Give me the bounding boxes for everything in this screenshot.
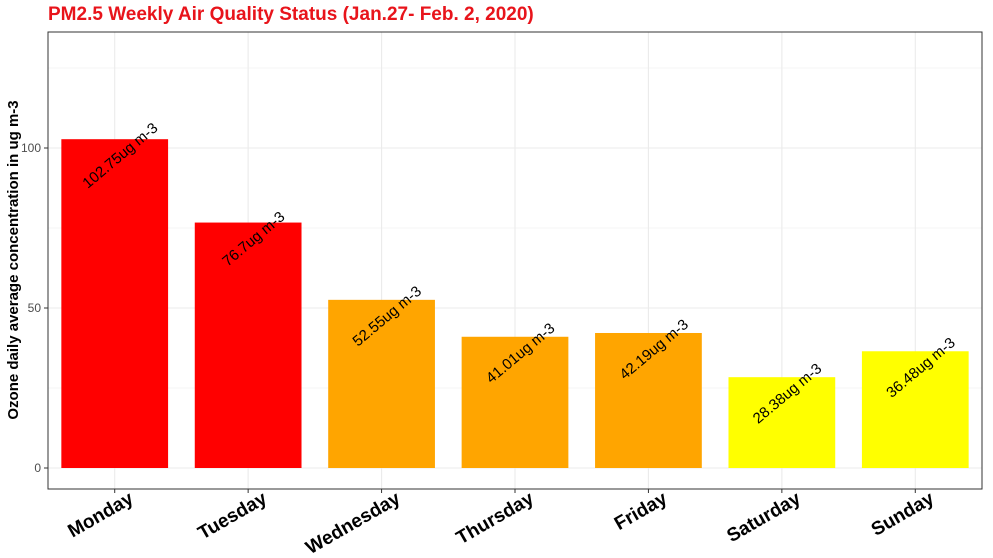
y-axis-title: Ozone daily average concentration in ug …: [5, 100, 22, 419]
x-tick-label-thursday: Thursday: [453, 488, 538, 549]
x-tick-label-wednesday: Wednesday: [302, 488, 404, 558]
y-tick-label: 0: [34, 461, 41, 475]
chart-title: PM2.5 Weekly Air Quality Status (Jan.27-…: [48, 4, 534, 25]
x-tick-label-sunday: Sunday: [868, 488, 938, 541]
y-tick-label: 100: [21, 141, 41, 155]
x-tick-label-saturday: Saturday: [723, 488, 804, 547]
y-axis: 0 50 100: [21, 141, 48, 475]
bar-friday: [595, 332, 702, 468]
y-tick-label: 50: [28, 301, 42, 315]
bar-sunday: [861, 351, 969, 468]
x-axis: Monday Tuesday Wednesday Thursday Friday Satu…: [65, 488, 939, 558]
bar-monday: [61, 139, 169, 468]
bar-thursday: [461, 336, 569, 468]
bar-wednesday: [328, 299, 435, 468]
x-tick-label-friday: Friday: [611, 488, 671, 535]
bar-saturday: [728, 377, 836, 468]
x-tick-label-monday: Monday: [65, 488, 138, 542]
bar-series: [61, 139, 969, 468]
bar-tuesday: [194, 222, 302, 468]
x-tick-label-tuesday: Tuesday: [195, 488, 271, 544]
